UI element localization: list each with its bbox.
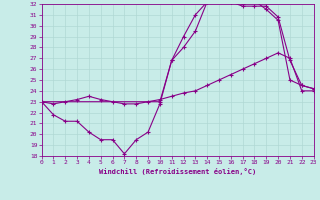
X-axis label: Windchill (Refroidissement éolien,°C): Windchill (Refroidissement éolien,°C) bbox=[99, 168, 256, 175]
